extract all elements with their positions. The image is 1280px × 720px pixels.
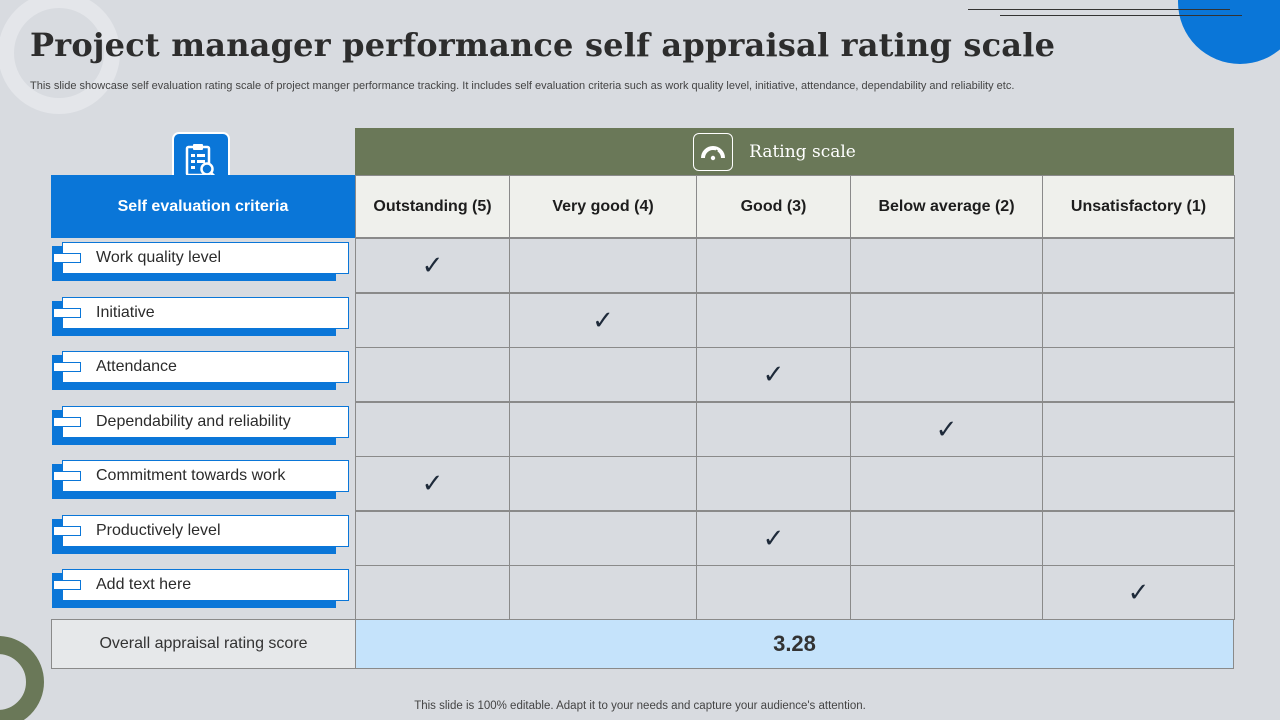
criteria-row: Productively level: [51, 511, 356, 566]
criteria-tab-marker: [53, 253, 81, 263]
page-subtitle: This slide showcase self evaluation rati…: [30, 80, 1015, 92]
rating-cell: [850, 511, 1043, 566]
check-mark-icon: ✓: [421, 468, 444, 499]
rating-cell: [696, 565, 851, 620]
criteria-row: Commitment towards work: [51, 456, 356, 511]
criteria-tab-marker: [53, 417, 81, 427]
rating-cell: [850, 565, 1043, 620]
rating-cell: [1042, 456, 1235, 511]
criteria-row: Dependability and reliability: [51, 402, 356, 457]
rating-cell: [1042, 347, 1235, 402]
rating-cell: ✓: [696, 511, 851, 566]
check-mark-icon: ✓: [592, 305, 614, 336]
rating-cell: [509, 347, 697, 402]
rating-cell: [696, 238, 851, 293]
rating-cell: [850, 347, 1043, 402]
decorative-line: [1000, 15, 1242, 16]
rating-cell: [850, 293, 1043, 348]
gauge-icon: [693, 132, 734, 171]
rating-cell: [509, 511, 697, 566]
rating-cell: [696, 293, 851, 348]
rating-cell: [1042, 293, 1235, 348]
rating-cell: ✓: [355, 238, 510, 293]
criteria-label: Commitment towards work: [62, 460, 349, 492]
rating-cell: ✓: [1042, 565, 1235, 620]
criteria-header: Self evaluation criteria: [51, 175, 355, 238]
criteria-label: Attendance: [62, 351, 349, 383]
column-header: Unsatisfactory (1): [1042, 175, 1235, 238]
footer-note: This slide is 100% editable. Adapt it to…: [414, 700, 866, 712]
rating-scale-label: Rating scale: [749, 141, 856, 162]
criteria-row: Initiative: [51, 293, 356, 348]
criteria-label: Dependability and reliability: [62, 406, 349, 438]
check-mark-icon: ✓: [762, 523, 785, 554]
criteria-tab-marker: [53, 471, 81, 481]
rating-cell: [355, 402, 510, 457]
criteria-label: Productively level: [62, 515, 349, 547]
decorative-line: [968, 9, 1230, 10]
rating-cell: [509, 238, 697, 293]
rating-cell: [509, 456, 697, 511]
rating-scale-header: Rating scale: [355, 128, 1234, 175]
rating-cell: [355, 565, 510, 620]
criteria-label: Work quality level: [62, 242, 349, 274]
column-header: Good (3): [696, 175, 851, 238]
check-mark-icon: ✓: [421, 250, 444, 281]
rating-cell: [509, 402, 697, 457]
column-header: Outstanding (5): [355, 175, 510, 238]
criteria-tab-marker: [53, 308, 81, 318]
column-header: Below average (2): [850, 175, 1043, 238]
criteria-label: Initiative: [62, 297, 349, 329]
rating-cell: [355, 511, 510, 566]
criteria-row: Attendance: [51, 347, 356, 402]
criteria-tab-marker: [53, 526, 81, 536]
rating-cell: [696, 402, 851, 457]
check-mark-icon: ✓: [762, 359, 785, 390]
overall-score-value: 3.28: [355, 619, 1234, 669]
rating-cell: [1042, 238, 1235, 293]
column-header: Very good (4): [509, 175, 697, 238]
criteria-row: Work quality level: [51, 238, 356, 293]
criteria-label: Add text here: [62, 569, 349, 601]
criteria-row: Add text here: [51, 565, 356, 620]
check-mark-icon: ✓: [935, 414, 958, 445]
rating-cell: [696, 456, 851, 511]
criteria-tab-marker: [53, 580, 81, 590]
overall-score-label: Overall appraisal rating score: [51, 619, 356, 669]
rating-cell: [509, 565, 697, 620]
page-title: Project manager performance self apprais…: [30, 26, 1056, 64]
check-mark-icon: ✓: [1127, 577, 1150, 608]
rating-cell: [1042, 402, 1235, 457]
rating-cell: [355, 347, 510, 402]
rating-cell: [850, 456, 1043, 511]
criteria-tab-marker: [53, 362, 81, 372]
rating-cell: [355, 293, 510, 348]
rating-cell: [1042, 511, 1235, 566]
rating-cell: ✓: [850, 402, 1043, 457]
rating-cell: ✓: [696, 347, 851, 402]
rating-cell: ✓: [355, 456, 510, 511]
rating-cell: [850, 238, 1043, 293]
rating-cell: ✓: [509, 293, 697, 348]
